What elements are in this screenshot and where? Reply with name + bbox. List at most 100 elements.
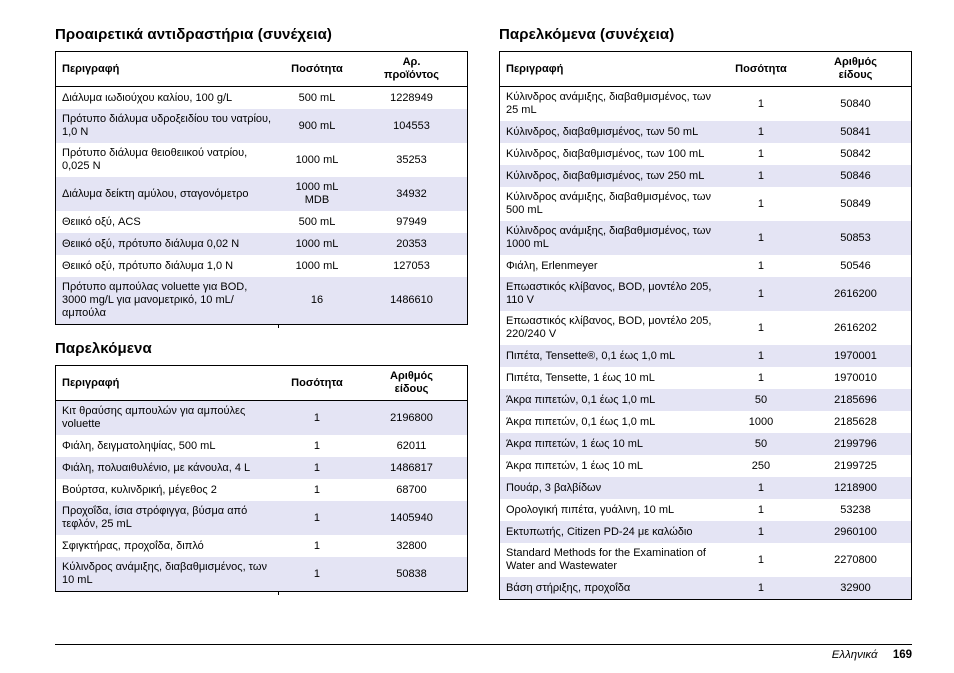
cell-description: Άκρα πιπετών, 1 έως 10 mL: [506, 437, 644, 450]
table-header-row: Περιγραφή Ποσότητα Αριθμός είδους: [500, 52, 911, 87]
section-title-accessories: Παρελκόμενα: [55, 340, 152, 357]
cell-quantity: 1: [313, 439, 321, 452]
cell-quantity: 1: [757, 349, 765, 362]
cell-quantity: 1000 mL: [295, 237, 339, 250]
cell-quantity: 1: [757, 125, 765, 138]
cell-part-number: 35253: [396, 153, 427, 166]
table-row: Θειικό οξύ, πρότυπο διάλυμα 1,0 N 1000 mL…: [56, 255, 467, 277]
table-row: Επωαστικός κλίβανος, BOD, μοντέλο 205, 1…: [500, 277, 911, 311]
table-row: Κύλινδρος ανάμιξης, διαβαθμισμένος, των …: [56, 557, 467, 591]
cell-description: Κύλινδρος ανάμιξης, διαβαθμισμένος, των …: [506, 91, 711, 116]
cell-quantity: 1: [757, 197, 765, 210]
cell-description: Πρότυπο αμπούλας voluette για BOD, 3000 …: [62, 281, 248, 319]
cell-part-number: 53238: [840, 503, 871, 516]
cell-part-number: 2199796: [834, 437, 877, 450]
cell-description: Κύλινδρος ανάμιξης, διαβαθμισμένος, των …: [62, 561, 267, 586]
cell-part-number: 1970001: [834, 349, 877, 362]
cell-description: Άκρα πιπετών, 0,1 έως 1,0 mL: [506, 415, 656, 428]
footer-rule: [55, 644, 912, 645]
table-row: Standard Methods for the Examination of …: [500, 543, 911, 577]
cell-description: Άκρα πιπετών, 1 έως 10 mL: [506, 459, 644, 472]
table-row: Πρότυπο αμπούλας voluette για BOD, 3000 …: [56, 277, 467, 324]
cell-part-number: 1405940: [390, 511, 433, 524]
cell-part-number: 50841: [840, 125, 871, 138]
cell-quantity: 500 mL: [298, 215, 336, 228]
table-row: Κύλινδρος, διαβαθμισμένος, των 100 mL 1 50…: [500, 143, 911, 165]
table-row: Πρότυπο διάλυμα θειοθειικού νατρίου, 0,0…: [56, 143, 467, 177]
cell-description: Επωαστικός κλίβανος, BOD, μοντέλο 205, 2…: [506, 315, 712, 340]
cell-description: Φιάλη, δειγματοληψίας, 500 mL: [62, 439, 216, 452]
cell-quantity: 1: [313, 567, 321, 580]
cell-description: Διάλυμα δείκτη αμύλου, σταγονόμετρο: [62, 187, 249, 200]
table-row: Φιάλη, Erlenmeyer 1 50546: [500, 255, 911, 277]
table-row: Φιάλη, δειγματοληψίας, 500 mL 1 62011: [56, 435, 467, 457]
cell-description: Επωαστικός κλίβανος, BOD, μοντέλο 205, 1…: [506, 281, 712, 306]
column-header-part-number: Αριθμός είδους: [390, 370, 433, 395]
cell-quantity: 1000 mL: [295, 153, 339, 166]
cell-description: Φιάλη, Erlenmeyer: [506, 259, 598, 272]
cell-part-number: 50840: [840, 97, 871, 110]
table-row: Ορολογική πιπέτα, γυάλινη, 10 mL 1 53238: [500, 499, 911, 521]
cell-quantity: 50: [754, 437, 768, 450]
table-row: Πρότυπο διάλυμα υδροξειδίου του νατρίου,…: [56, 109, 467, 143]
left-column: Προαιρετικά αντιδραστήρια (συνέχεια) Περ…: [55, 26, 468, 607]
column-header-quantity: Ποσότητα: [735, 62, 787, 75]
cell-description: Προχοΐδα, ίσια στρόφιγγα, βύσμα από τεφλ…: [62, 505, 248, 530]
table-row: Κύλινδρος ανάμιξης, διαβαθμισμένος, των …: [500, 87, 911, 121]
table-row: Κύλινδρος, διαβαθμισμένος, των 250 mL 1 50…: [500, 165, 911, 187]
cell-part-number: 1228949: [390, 91, 433, 104]
table-row: Θειικό οξύ, πρότυπο διάλυμα 0,02 N 1000 m…: [56, 233, 467, 255]
cell-quantity: 250: [751, 459, 771, 472]
section-accessories: Παρελκόμενα Περιγραφή Ποσότητα Αριθμός είδ…: [55, 340, 468, 595]
table-row: Διάλυμα δείκτη αμύλου, σταγονόμετρο 1000 …: [56, 177, 467, 211]
cell-quantity: 500 mL: [298, 91, 336, 104]
cell-description: Βούρτσα, κυλινδρική, μέγεθος 2: [62, 483, 217, 496]
table-row: Εκτυπωτής, Citizen PD-24 με καλώδιο 1 2960…: [500, 521, 911, 543]
cell-description: Θειικό οξύ, ACS: [62, 215, 141, 228]
table-row: Πουάρ, 3 βαλβίδων 1 1218900: [500, 477, 911, 499]
cell-description: Κύλινδρος, διαβαθμισμένος, των 50 mL: [506, 125, 699, 138]
cell-description: Κύλινδρος, διαβαθμισμένος, των 250 mL: [506, 169, 705, 182]
cell-description: Κύλινδρος ανάμιξης, διαβαθμισμένος, των …: [506, 191, 711, 216]
cell-part-number: 127053: [393, 259, 430, 272]
cell-quantity: 1000 mL MDB: [295, 181, 339, 206]
cell-quantity: 50: [754, 393, 768, 406]
table-row: Πιπέτα, Tensette®, 0,1 έως 1,0 mL 1 197000…: [500, 345, 911, 367]
cell-part-number: 1486817: [390, 461, 433, 474]
cell-description: Θειικό οξύ, πρότυπο διάλυμα 0,02 N: [62, 237, 240, 250]
cell-quantity: 1: [757, 553, 765, 566]
cell-description: Πρότυπο διάλυμα υδροξειδίου του νατρίου,…: [62, 113, 272, 138]
cell-quantity: 1: [757, 231, 765, 244]
column-header-description: Περιγραφή: [62, 62, 120, 75]
cell-quantity: 1: [757, 97, 765, 110]
cell-quantity: 1: [757, 321, 765, 334]
cell-part-number: 68700: [396, 483, 427, 496]
cell-part-number: 50546: [840, 259, 871, 272]
cell-description: Διάλυμα ιωδιούχου καλίου, 100 g/L: [62, 91, 233, 104]
cell-part-number: 50849: [840, 197, 871, 210]
table-row: Προχοΐδα, ίσια στρόφιγγα, βύσμα από τεφλ…: [56, 501, 467, 535]
section-optional-reagents: Προαιρετικά αντιδραστήρια (συνέχεια) Περ…: [55, 26, 468, 328]
table-row: Θειικό οξύ, ACS 500 mL 97949: [56, 211, 467, 233]
cell-quantity: 900 mL: [298, 119, 336, 132]
cell-quantity: 1: [313, 511, 321, 524]
cell-quantity: 1: [313, 539, 321, 552]
cell-quantity: 1: [313, 411, 321, 424]
cell-quantity: 1: [313, 461, 321, 474]
footer-page-number: 169: [892, 649, 912, 661]
table-row: Κύλινδρος, διαβαθμισμένος, των 50 mL 1 508…: [500, 121, 911, 143]
cell-part-number: 50853: [840, 231, 871, 244]
cell-description: Βάση στήριξης, προχοΐδα: [506, 581, 631, 594]
table-header-row: Περιγραφή Ποσότητα Αρ. προϊόντος: [56, 52, 467, 87]
cell-description: Θειικό οξύ, πρότυπο διάλυμα 1,0 N: [62, 259, 234, 272]
cell-description: Πρότυπο διάλυμα θειοθειικού νατρίου, 0,0…: [62, 147, 248, 172]
column-header-description: Περιγραφή: [506, 62, 564, 75]
cell-description: Κύλινδρος, διαβαθμισμένος, των 100 mL: [506, 147, 705, 160]
cell-quantity: 1000 mL: [295, 259, 339, 272]
table-row: Άκρα πιπετών, 1 έως 10 mL 250 2199725: [500, 455, 911, 477]
cell-part-number: 34932: [396, 187, 427, 200]
cell-part-number: 50842: [840, 147, 871, 160]
cell-part-number: 32900: [840, 581, 871, 594]
accessories-table: Περιγραφή Ποσότητα Αριθμός είδους Κιτ θραύσ…: [55, 365, 468, 595]
